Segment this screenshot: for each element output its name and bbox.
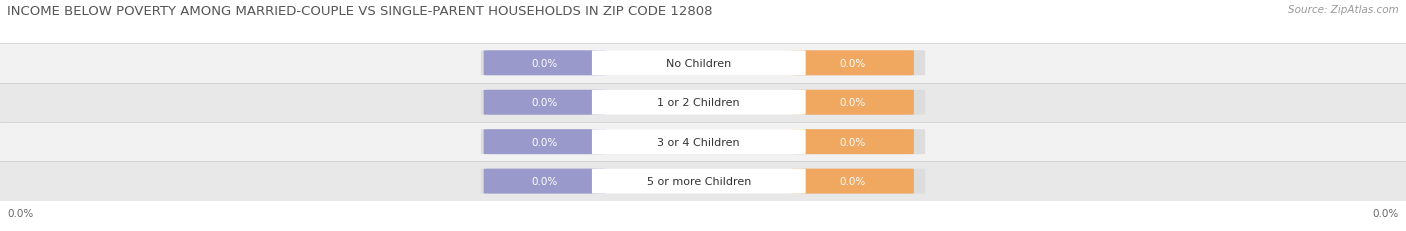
- Bar: [0, 162, 1406, 201]
- FancyBboxPatch shape: [484, 51, 606, 76]
- Bar: [0, 83, 1406, 122]
- Text: INCOME BELOW POVERTY AMONG MARRIED-COUPLE VS SINGLE-PARENT HOUSEHOLDS IN ZIP COD: INCOME BELOW POVERTY AMONG MARRIED-COUPL…: [7, 5, 713, 18]
- FancyBboxPatch shape: [792, 51, 914, 76]
- Text: 0.0%: 0.0%: [839, 98, 866, 108]
- Text: 0.0%: 0.0%: [1372, 208, 1399, 218]
- Text: 0.0%: 0.0%: [839, 58, 866, 69]
- Text: No Children: No Children: [666, 58, 731, 69]
- Text: 3 or 4 Children: 3 or 4 Children: [658, 137, 740, 147]
- FancyBboxPatch shape: [592, 169, 806, 194]
- Text: 0.0%: 0.0%: [839, 176, 866, 186]
- FancyBboxPatch shape: [481, 51, 925, 76]
- FancyBboxPatch shape: [484, 130, 606, 155]
- Bar: [0, 122, 1406, 162]
- FancyBboxPatch shape: [481, 169, 925, 194]
- FancyBboxPatch shape: [592, 51, 806, 76]
- FancyBboxPatch shape: [592, 90, 806, 115]
- FancyBboxPatch shape: [792, 130, 914, 155]
- Text: 0.0%: 0.0%: [7, 208, 34, 218]
- FancyBboxPatch shape: [792, 169, 914, 194]
- Text: 0.0%: 0.0%: [531, 98, 558, 108]
- Text: 1 or 2 Children: 1 or 2 Children: [658, 98, 740, 108]
- Text: 0.0%: 0.0%: [839, 137, 866, 147]
- Text: Source: ZipAtlas.com: Source: ZipAtlas.com: [1288, 5, 1399, 15]
- Text: 5 or more Children: 5 or more Children: [647, 176, 751, 186]
- FancyBboxPatch shape: [792, 90, 914, 115]
- Text: 0.0%: 0.0%: [531, 137, 558, 147]
- Text: 0.0%: 0.0%: [531, 176, 558, 186]
- Bar: [0, 44, 1406, 83]
- FancyBboxPatch shape: [592, 130, 806, 155]
- FancyBboxPatch shape: [481, 130, 925, 155]
- FancyBboxPatch shape: [481, 90, 925, 115]
- FancyBboxPatch shape: [484, 169, 606, 194]
- FancyBboxPatch shape: [484, 90, 606, 115]
- Text: 0.0%: 0.0%: [531, 58, 558, 69]
